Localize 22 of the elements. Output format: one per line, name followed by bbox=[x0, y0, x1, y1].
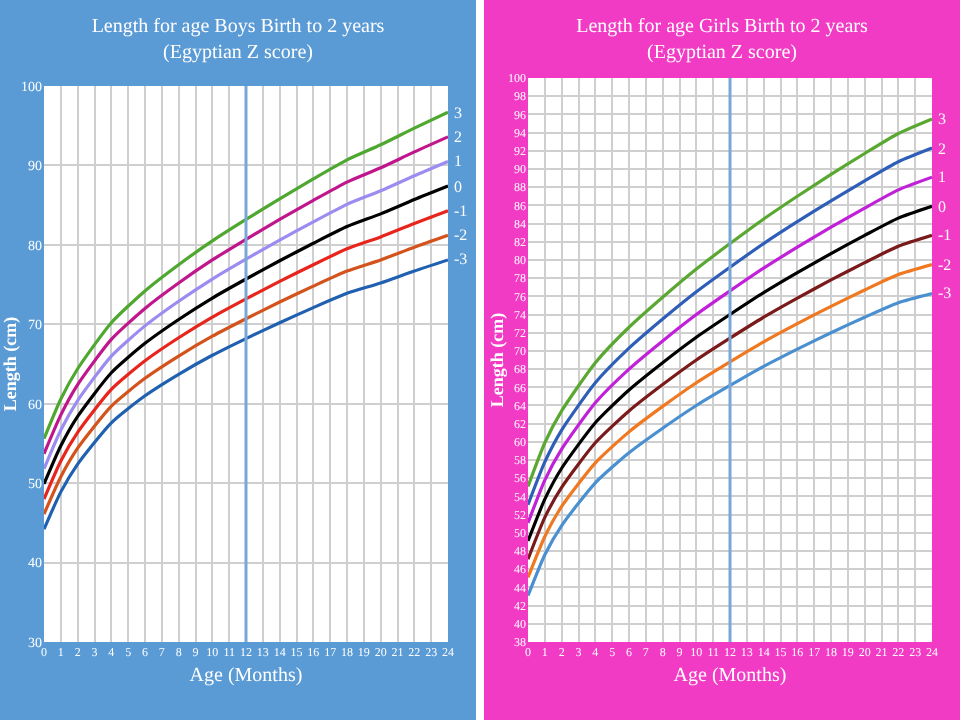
series-label: 1 bbox=[938, 168, 946, 186]
series-label: -2 bbox=[938, 256, 952, 274]
series-label: 3 bbox=[454, 104, 462, 122]
series-label: 3 bbox=[938, 110, 946, 128]
chart-title: Length for age Boys Birth to 2 years bbox=[91, 16, 385, 39]
series-label: -1 bbox=[938, 226, 952, 244]
y-axis-title: Length (cm) bbox=[0, 316, 20, 412]
series-label: 2 bbox=[938, 140, 946, 158]
series-label: 0 bbox=[938, 198, 946, 216]
x-axis-title: Age (Months) bbox=[673, 665, 787, 687]
y-axis-title: Length (cm) bbox=[486, 312, 507, 408]
series-label: 2 bbox=[454, 128, 462, 146]
series-label: -3 bbox=[938, 284, 952, 302]
series-label: -3 bbox=[454, 250, 468, 268]
series-label: 1 bbox=[454, 152, 462, 170]
chart-subtitle: (Egyptian Z score) bbox=[647, 42, 797, 65]
series-label: -2 bbox=[454, 226, 468, 244]
series-label: 0 bbox=[454, 178, 462, 196]
x-axis-title: Age (Months) bbox=[189, 665, 303, 687]
chart-subtitle: (Egyptian Z score) bbox=[163, 42, 313, 65]
chart-title: Length for age Girls Birth to 2 years bbox=[576, 16, 869, 39]
series-label: -1 bbox=[454, 202, 468, 220]
